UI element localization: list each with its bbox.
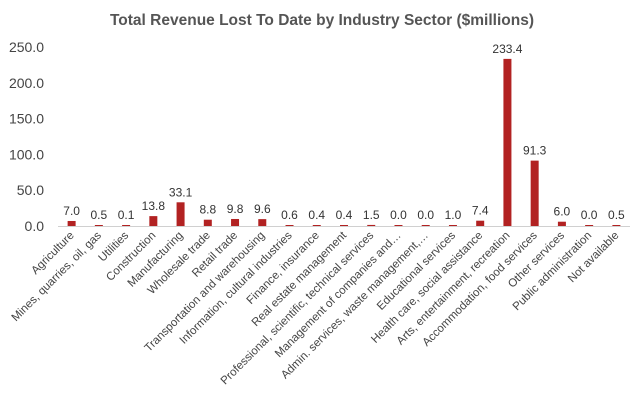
bar [367, 224, 376, 226]
bar [285, 225, 294, 226]
data-label: 13.8 [142, 199, 166, 213]
data-label: 0.0 [417, 208, 434, 222]
data-label: 0.5 [91, 208, 108, 222]
data-label: 9.8 [227, 202, 244, 216]
bar [448, 225, 457, 226]
y-tick-label: 150.0 [9, 111, 44, 127]
data-label: 0.0 [581, 208, 598, 222]
bar [394, 225, 403, 226]
data-label: 0.5 [608, 208, 625, 222]
data-label: 33.1 [169, 185, 193, 199]
data-label: 1.5 [363, 208, 380, 222]
data-label: 0.4 [308, 208, 325, 222]
y-tick-label: 100.0 [9, 146, 44, 162]
bar [557, 221, 566, 226]
bar [612, 225, 621, 226]
bar [585, 225, 594, 226]
bar [231, 218, 240, 226]
bar [340, 225, 348, 226]
data-label: 9.6 [254, 202, 271, 216]
bar [421, 225, 430, 226]
bar [503, 58, 512, 226]
bar [67, 220, 76, 226]
data-label: 233.4 [492, 42, 522, 56]
data-label: 8.8 [199, 203, 216, 217]
bar [258, 219, 267, 226]
data-label: 7.4 [472, 204, 489, 218]
y-axis: 0.0 50.0 100.0 150.0 200.0 250.0 [9, 39, 44, 234]
y-tick-label: 200.0 [9, 75, 44, 91]
bar [530, 160, 539, 226]
data-label: 91.3 [523, 144, 547, 158]
bar [312, 225, 321, 226]
data-label: 0.4 [336, 208, 353, 222]
y-tick-label: 50.0 [17, 182, 44, 198]
bar [176, 202, 185, 226]
y-tick-label: 250.0 [9, 39, 44, 55]
data-label: 1.0 [445, 208, 462, 222]
bars [67, 58, 621, 226]
data-label: 6.0 [554, 205, 571, 219]
chart-title: Total Revenue Lost To Date by Industry S… [110, 12, 534, 29]
bar [476, 220, 485, 226]
bar [149, 216, 158, 226]
bar [122, 225, 131, 226]
bar [94, 225, 103, 226]
data-label: 0.6 [281, 208, 298, 222]
data-label: 7.0 [63, 204, 80, 218]
data-label: 0.0 [390, 208, 407, 222]
y-tick-label: 0.0 [25, 218, 45, 234]
bar [203, 219, 212, 226]
data-label: 0.1 [118, 208, 135, 222]
data-labels: 7.0 0.5 0.1 13.833.1 8.8 9.8 9.6 0.6 0.4 0.4 1.5 0.… [63, 42, 625, 222]
